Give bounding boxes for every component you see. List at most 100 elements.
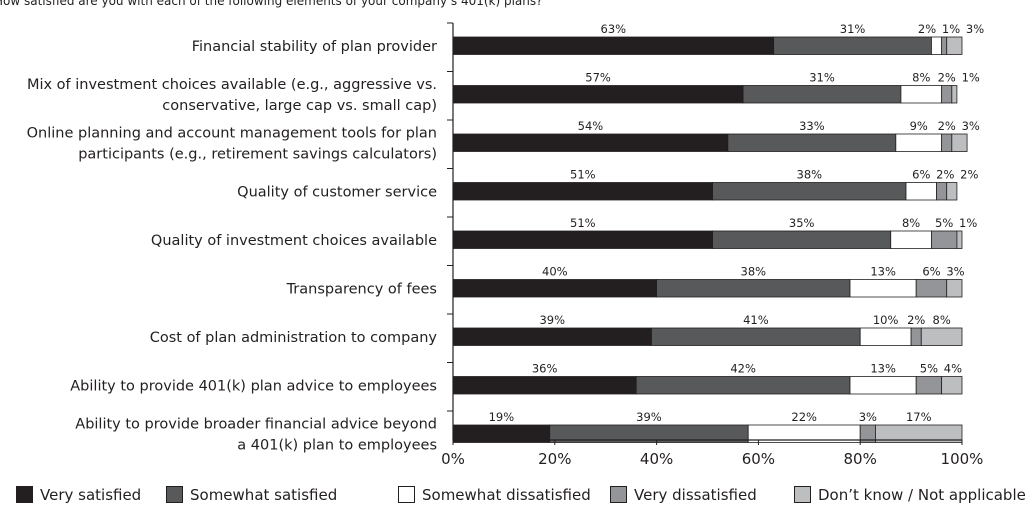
bar-segment-don-t-know-not-applicable (920, 327, 963, 346)
category-label: participants (e.g., retirement savings c… (78, 146, 437, 162)
data-label: 2% (938, 119, 956, 133)
data-label: 41% (743, 313, 769, 327)
category-label: Transparency of fees (286, 281, 437, 297)
bar-segment-very-satisfied (452, 230, 713, 249)
data-label: 33% (799, 119, 825, 133)
bar-row: Online planning and account management t… (27, 119, 980, 162)
data-label: 2% (907, 313, 925, 327)
legend-swatch (398, 486, 415, 503)
bar-segment-somewhat-satisfied (773, 36, 932, 55)
bar-segment-very-dissatisfied (941, 133, 953, 152)
data-label: 31% (809, 71, 835, 85)
bar-segment-very-satisfied (452, 279, 658, 298)
data-label: 6% (912, 168, 930, 182)
category-label: conservative, large cap vs. small cap) (162, 98, 437, 114)
data-label: 17% (906, 410, 932, 424)
bar-segment-very-dissatisfied (915, 279, 948, 298)
bar-segment-somewhat-dissatisfied (931, 36, 943, 55)
bar-segment-somewhat-dissatisfied (890, 230, 932, 249)
data-label: 40% (542, 265, 568, 279)
bar-segment-don-t-know-not-applicable (956, 230, 963, 249)
category-label: Online planning and account management t… (27, 125, 437, 141)
data-label: 3% (859, 410, 877, 424)
bar-segment-don-t-know-not-applicable (946, 279, 963, 298)
bar-segment-very-satisfied (452, 376, 637, 395)
legend-label: Somewhat satisfied (190, 486, 338, 504)
legend-swatch (166, 486, 183, 503)
legend-label: Don’t know / Not applicable (818, 486, 1026, 504)
data-label: 63% (601, 22, 627, 36)
data-label: 5% (920, 362, 938, 376)
category-label: Quality of customer service (237, 184, 437, 200)
data-label: 8% (912, 71, 930, 85)
legend-swatch (610, 486, 627, 503)
bar-segment-somewhat-dissatisfied (895, 133, 943, 152)
bar-segment-somewhat-satisfied (656, 279, 851, 298)
bar-row: Quality of investment choices available 5… (151, 216, 977, 249)
bar-row: Transparency of fees 40% 38% 13% 6% 3% (286, 265, 965, 298)
bar-segment-don-t-know-not-applicable (946, 182, 958, 201)
bar-segment-very-dissatisfied (915, 376, 943, 395)
data-label: 51% (570, 216, 596, 230)
bar-segment-somewhat-satisfied (651, 327, 861, 346)
x-tick-label: 0% (441, 450, 465, 468)
data-label: 2% (960, 168, 978, 182)
bar-segment-somewhat-satisfied (742, 85, 902, 104)
data-label: 8% (933, 313, 951, 327)
data-label: 13% (870, 362, 896, 376)
bar-segment-very-dissatisfied (941, 85, 953, 104)
bar-row: Mix of investment choices available (e.g… (27, 71, 980, 114)
data-label: 2% (936, 168, 954, 182)
data-label: 1% (942, 22, 960, 36)
bar-row: Ability to provide 401(k) plan advice to… (70, 362, 963, 395)
bar-segment-don-t-know-not-applicable (946, 36, 963, 55)
data-label: 2% (938, 71, 956, 85)
bar-segment-very-satisfied (452, 327, 652, 346)
data-label: 38% (741, 265, 767, 279)
data-label: 13% (870, 265, 896, 279)
legend-swatch (794, 486, 811, 503)
category-label: Financial stability of plan provider (192, 39, 437, 55)
x-tick-label: 60% (742, 450, 775, 468)
data-label: 42% (730, 362, 756, 376)
bar-segment-somewhat-dissatisfied (859, 327, 912, 346)
bar-segment-very-satisfied (452, 85, 744, 104)
data-label: 51% (570, 168, 596, 182)
data-label: 10% (873, 313, 899, 327)
bar-segment-don-t-know-not-applicable (941, 376, 963, 395)
data-label: 39% (636, 410, 662, 424)
bar-segment-somewhat-satisfied (635, 376, 851, 395)
bar-segment-very-satisfied (452, 36, 775, 55)
category-label: Cost of plan administration to company (150, 330, 438, 346)
bar-segment-very-satisfied (452, 182, 713, 201)
category-label: Ability to provide 401(k) plan advice to… (70, 378, 437, 394)
data-label: 35% (789, 216, 815, 230)
data-label: 1% (959, 216, 977, 230)
x-tick-label: 40% (640, 450, 673, 468)
bar-segment-somewhat-satisfied (712, 182, 907, 201)
legend-swatch (16, 486, 33, 503)
bar-segment-very-dissatisfied (936, 182, 948, 201)
data-label: 54% (578, 119, 604, 133)
category-label: Ability to provide broader financial adv… (75, 416, 437, 432)
legend-label: Very dissatisfied (634, 486, 757, 504)
data-label: 4% (944, 362, 962, 376)
category-label: Mix of investment choices available (e.g… (27, 77, 437, 93)
data-label: 3% (946, 265, 964, 279)
category-label: Quality of investment choices available (151, 233, 437, 249)
data-label: 2% (918, 22, 936, 36)
data-label: 5% (935, 216, 953, 230)
bar-segment-somewhat-satisfied (712, 230, 892, 249)
data-label: 36% (532, 362, 558, 376)
bar-segment-somewhat-dissatisfied (849, 279, 917, 298)
bar-segment-don-t-know-not-applicable (951, 133, 968, 152)
bar-row: Cost of plan administration to company 39… (150, 313, 963, 346)
x-tick-label: 80% (844, 450, 877, 468)
bar-segment-very-dissatisfied (931, 230, 958, 249)
data-label: 31% (840, 22, 866, 36)
bar-segment-very-satisfied (452, 133, 729, 152)
bar-segment-somewhat-dissatisfied (849, 376, 917, 395)
data-label: 57% (585, 71, 611, 85)
legend-label: Very satisfied (40, 486, 142, 504)
bar-segment-somewhat-satisfied (727, 133, 897, 152)
